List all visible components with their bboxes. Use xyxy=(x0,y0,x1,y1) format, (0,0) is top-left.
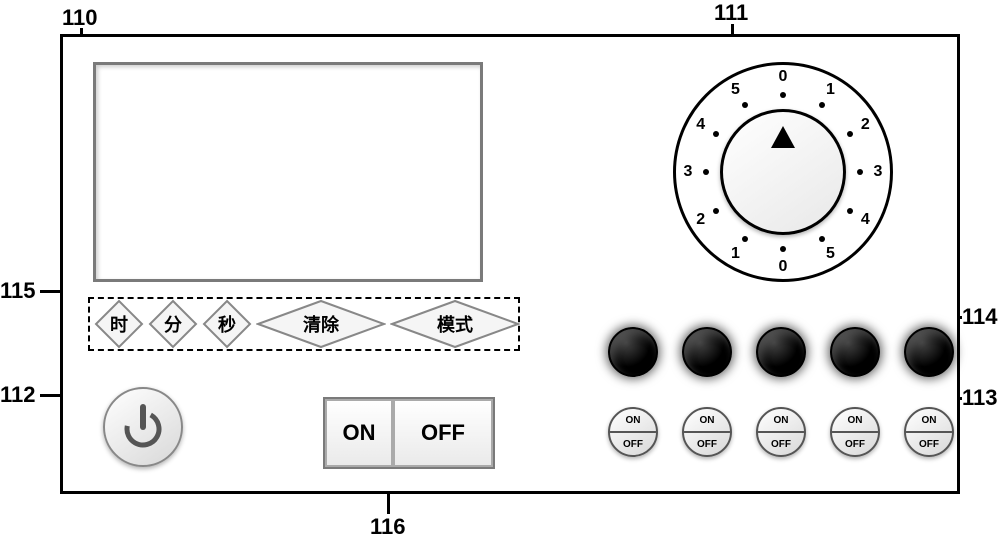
callout-113: 113 xyxy=(962,385,998,411)
callout-112: 112 xyxy=(0,382,36,408)
led-indicator xyxy=(608,327,658,377)
dial-tick xyxy=(847,131,853,137)
switch-on: ON xyxy=(684,409,730,433)
callout-111: 111 xyxy=(714,0,748,26)
mode-button[interactable]: 模式 xyxy=(390,299,520,349)
dial-number: 3 xyxy=(874,163,883,181)
led-indicator-row xyxy=(608,327,954,377)
second-button[interactable]: 秒 xyxy=(202,299,252,349)
switch-off: OFF xyxy=(832,433,878,455)
switch-off: OFF xyxy=(906,433,952,455)
callout-115: 115 xyxy=(0,278,36,304)
second-label: 秒 xyxy=(202,299,252,349)
dial-tick xyxy=(713,208,719,214)
dial-number: 2 xyxy=(696,211,705,229)
channel-switch[interactable]: ON OFF xyxy=(904,407,954,457)
clear-button[interactable]: 清除 xyxy=(256,299,386,349)
display-screen xyxy=(93,62,483,282)
minute-label: 分 xyxy=(148,299,198,349)
dial-tick xyxy=(819,236,825,242)
dial-tick xyxy=(857,169,863,175)
dial-number: 1 xyxy=(826,81,835,99)
hour-label: 时 xyxy=(94,299,144,349)
dial-tick xyxy=(703,169,709,175)
clear-label: 清除 xyxy=(256,299,386,349)
dial-number: 0 xyxy=(779,68,788,86)
dial-number: 4 xyxy=(696,116,705,134)
dial-number: 5 xyxy=(731,81,740,99)
onoff-off-segment[interactable]: OFF xyxy=(393,399,493,467)
led-indicator xyxy=(682,327,732,377)
minute-button[interactable]: 分 xyxy=(148,299,198,349)
dial-number: 2 xyxy=(861,116,870,134)
mini-switch-row: ON OFF ON OFF ON OFF ON OFF ON OFF xyxy=(608,407,954,457)
onoff-on-segment[interactable]: ON xyxy=(325,399,393,467)
dial-tick xyxy=(780,92,786,98)
dial-tick xyxy=(742,102,748,108)
switch-off: OFF xyxy=(684,433,730,455)
main-onoff-switch[interactable]: ON OFF xyxy=(323,397,495,469)
switch-off: OFF xyxy=(610,433,656,455)
switch-on: ON xyxy=(832,409,878,433)
dial-knob[interactable] xyxy=(720,109,846,235)
dial-tick xyxy=(713,131,719,137)
callout-116: 116 xyxy=(370,514,406,540)
dial-tick xyxy=(780,246,786,252)
dial-tick xyxy=(819,102,825,108)
switch-off: OFF xyxy=(758,433,804,455)
led-indicator xyxy=(904,327,954,377)
hour-button[interactable]: 时 xyxy=(94,299,144,349)
dial-number: 3 xyxy=(684,163,693,181)
power-icon xyxy=(119,403,167,451)
dial-tick xyxy=(742,236,748,242)
switch-on: ON xyxy=(906,409,952,433)
dial-tick xyxy=(847,208,853,214)
rotary-dial[interactable]: 0 1 2 3 4 5 0 1 2 3 4 5 xyxy=(673,62,893,282)
control-panel: 0 1 2 3 4 5 0 1 2 3 4 5 时 分 秒 清除 模式 xyxy=(60,34,960,494)
callout-114: 114 xyxy=(962,304,998,330)
diamond-button-group: 时 分 秒 清除 模式 xyxy=(88,297,520,351)
led-indicator xyxy=(830,327,880,377)
dial-number: 0 xyxy=(779,258,788,276)
led-indicator xyxy=(756,327,806,377)
dial-pointer-icon xyxy=(771,126,795,148)
channel-switch[interactable]: ON OFF xyxy=(608,407,658,457)
switch-on: ON xyxy=(758,409,804,433)
switch-on: ON xyxy=(610,409,656,433)
power-button[interactable] xyxy=(103,387,183,467)
channel-switch[interactable]: ON OFF xyxy=(682,407,732,457)
dial-number: 5 xyxy=(826,245,835,263)
dial-number: 4 xyxy=(861,211,870,229)
dial-number: 1 xyxy=(731,245,740,263)
mode-label: 模式 xyxy=(390,299,520,349)
channel-switch[interactable]: ON OFF xyxy=(756,407,806,457)
channel-switch[interactable]: ON OFF xyxy=(830,407,880,457)
